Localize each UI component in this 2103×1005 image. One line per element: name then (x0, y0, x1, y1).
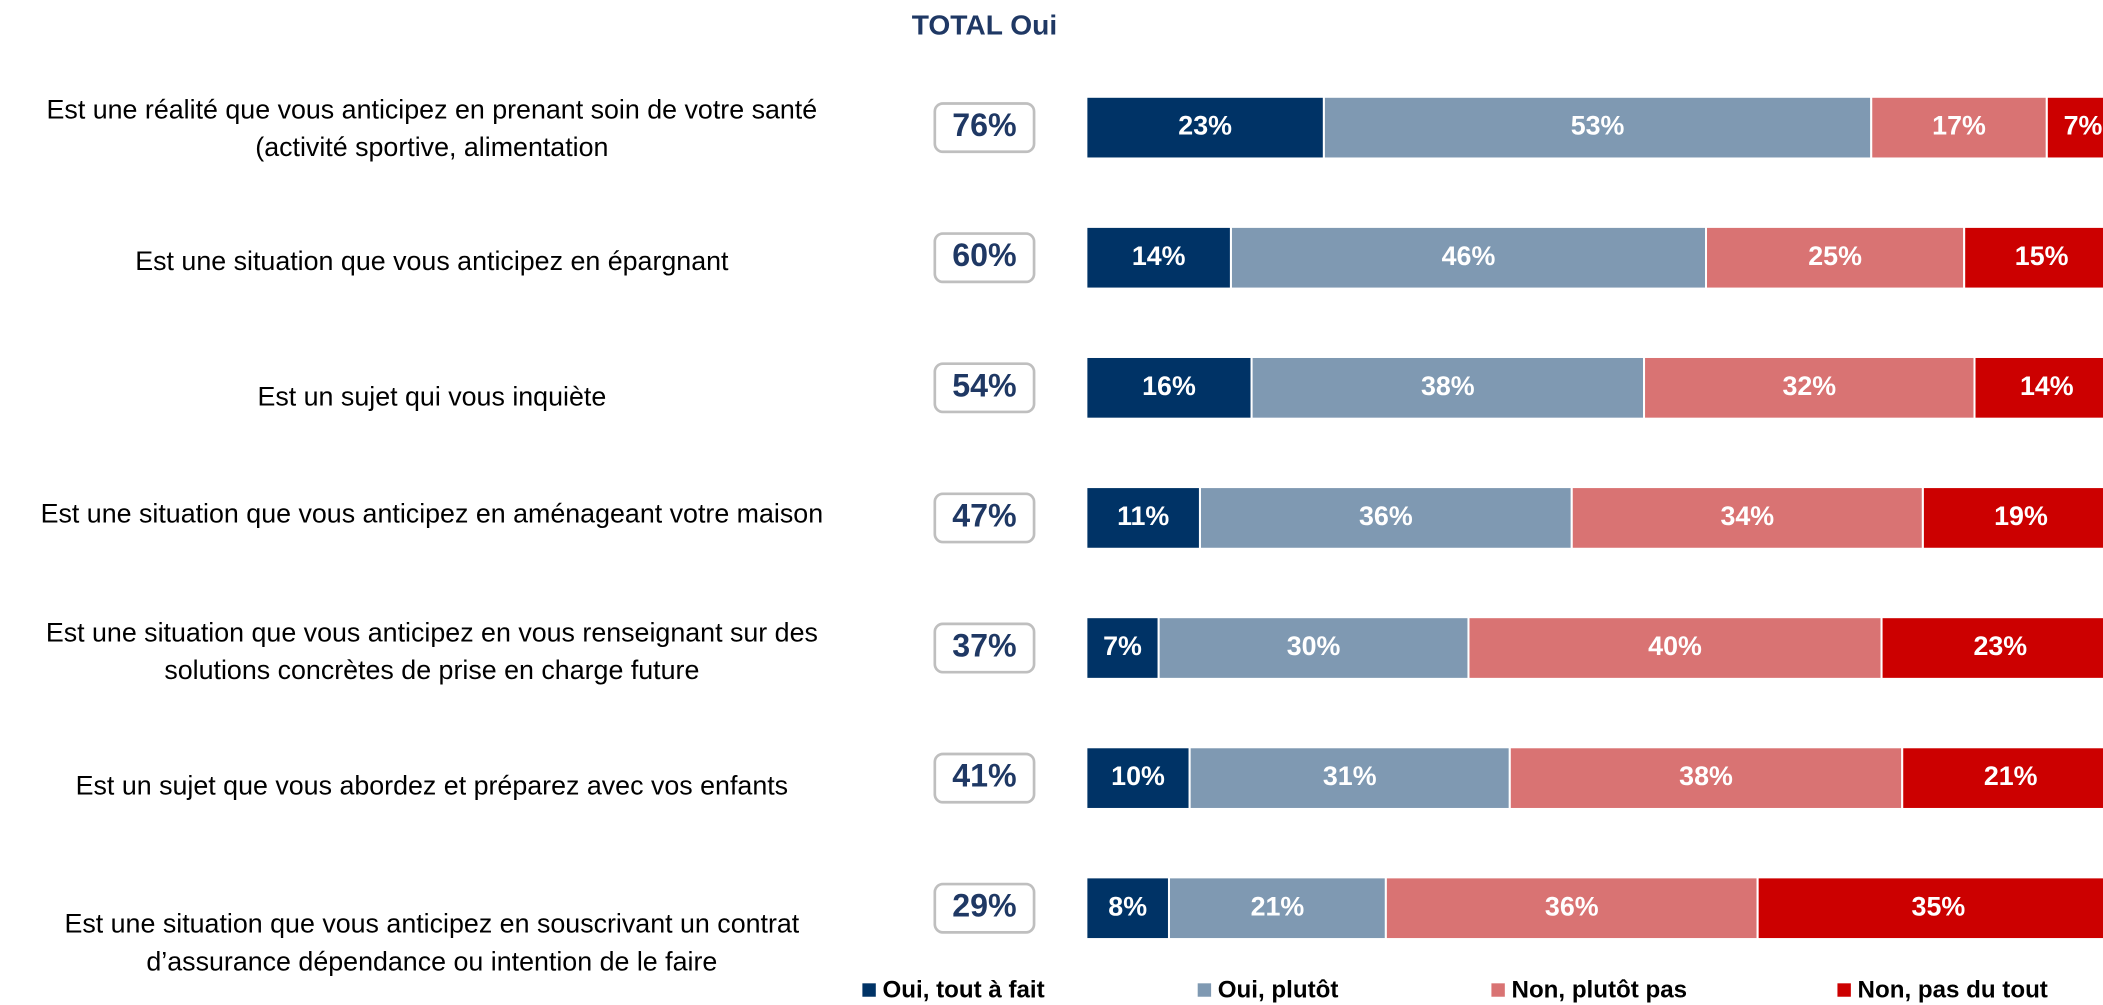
category-label: (activité sportive, alimentation (255, 132, 608, 162)
bar-label: 36% (1359, 501, 1413, 531)
category-label: Est une situation que vous anticipez en … (64, 909, 799, 939)
bar-segment (1921, 486, 2103, 550)
total-title: TOTAL Oui (912, 9, 1057, 40)
total-label: 41% (952, 758, 1016, 794)
total-box (933, 362, 1036, 414)
bar-label: 21% (1251, 891, 1305, 921)
bar-label: 16% (1142, 371, 1196, 401)
bar-label: 36% (1545, 891, 1599, 921)
bar-label: 38% (1421, 371, 1475, 401)
bar-label: 32% (1782, 371, 1836, 401)
bar-segment (1973, 355, 2103, 420)
bar-segment (1901, 746, 2103, 810)
bar-segment (1643, 355, 1976, 420)
legend-swatch (1837, 983, 1851, 997)
bar-segment (1157, 616, 1470, 680)
bar-label: 34% (1720, 501, 1774, 531)
bar-label: 23% (1178, 111, 1232, 141)
bar-segment (1880, 616, 2103, 680)
category-label: Est une situation que vous anticipez en … (41, 498, 824, 528)
legend-swatch (1491, 983, 1505, 997)
bar-label: 11% (1117, 501, 1169, 531)
bar-segment (1322, 95, 1873, 160)
bar-segment (1085, 225, 1232, 290)
bar-segment (1085, 616, 1160, 680)
total-label: 76% (952, 107, 1016, 143)
bar-label: 14% (2020, 371, 2074, 401)
bar-label: 19% (1994, 501, 2048, 531)
total-box (933, 102, 1036, 154)
bar-label: 46% (1442, 241, 1496, 271)
bar-segment (1085, 486, 1201, 550)
bar-segment (1570, 486, 1924, 550)
bar-segment (1085, 746, 1191, 810)
bar-label: 10% (1111, 761, 1165, 791)
bar-label: 14% (1132, 241, 1186, 271)
bar-label: 7% (2064, 111, 2103, 141)
bar-segment (1198, 486, 1573, 550)
legend-swatch (862, 983, 876, 997)
category-label: Est une situation que vous anticipez en … (135, 246, 729, 276)
category-label: Est un sujet que vous abordez et prépare… (76, 771, 788, 801)
bar-segment (1167, 876, 1387, 941)
bar-segment (1508, 746, 1904, 810)
bar-segment (1756, 876, 2103, 941)
bar-label: 17% (1932, 111, 1986, 141)
category-label: Est un sujet qui vous inquiète (257, 382, 606, 412)
bar-label: 38% (1679, 761, 1733, 791)
bar-segment (1229, 225, 1708, 290)
bar-segment (1870, 95, 2048, 160)
bar-label: 40% (1648, 631, 1702, 661)
bar-segment (1085, 876, 1170, 941)
bar-label: 53% (1571, 111, 1625, 141)
category-label: solutions concrètes de prise en charge f… (164, 655, 699, 685)
category-label: Est une réalité que vous anticipez en pr… (47, 95, 818, 125)
bar-label: 30% (1287, 631, 1341, 661)
bar-label: 31% (1323, 761, 1377, 791)
bar-segment (1963, 225, 2103, 290)
total-label: 54% (952, 367, 1016, 403)
total-box (933, 492, 1036, 544)
legend-label: Oui, plutôt (1218, 977, 1339, 1004)
total-box (933, 882, 1036, 934)
category-label: Est une situation que vous anticipez en … (46, 618, 818, 648)
bar-label: 35% (1912, 891, 1966, 921)
total-box (933, 622, 1036, 674)
total-label: 29% (952, 888, 1016, 924)
category-label: d’assurance dépendance ou intention de l… (146, 946, 717, 976)
bar-segment (2045, 95, 2103, 160)
bar-segment (1704, 225, 1966, 290)
bar-segment (1467, 616, 1883, 680)
total-label: 37% (952, 628, 1016, 664)
bar-segment (1250, 355, 1646, 420)
total-label: 60% (952, 237, 1016, 273)
bar-segment (1384, 876, 1759, 941)
bar-segment (1085, 355, 1253, 420)
bar-label: 15% (2015, 241, 2069, 271)
bar-label: 7% (1103, 631, 1142, 661)
total-label: 47% (952, 497, 1016, 533)
legend-label: Non, plutôt pas (1512, 977, 1688, 1004)
total-box (933, 752, 1036, 804)
bar-segment (1085, 95, 1325, 160)
legend-label: Non, pas du tout (1858, 977, 2048, 1004)
bar-label: 25% (1808, 241, 1862, 271)
bar-label: 23% (1973, 631, 2027, 661)
bar-label: 8% (1108, 891, 1147, 921)
total-box (933, 232, 1036, 284)
bar-label: 21% (1984, 761, 2038, 791)
legend-swatch (1197, 983, 1212, 997)
legend-label: Oui, tout à fait (883, 977, 1045, 1004)
